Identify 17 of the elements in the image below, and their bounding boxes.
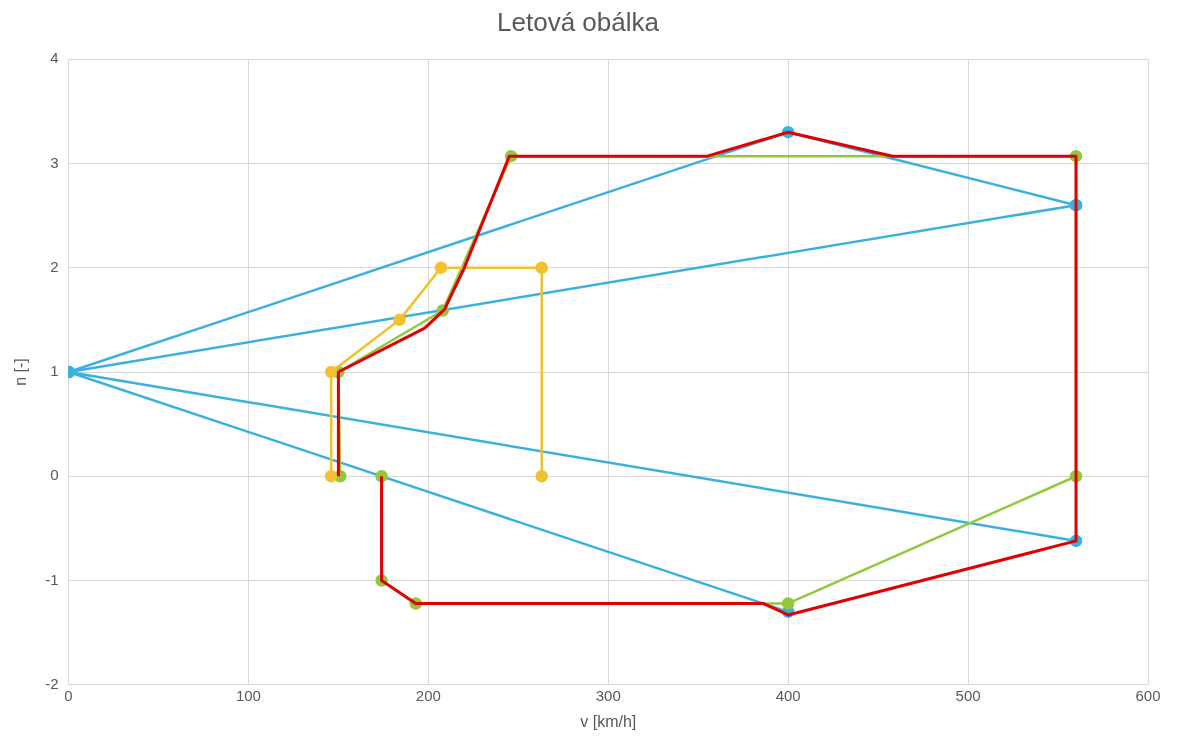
x-tick-label: 200 — [415, 686, 441, 704]
y-tick-label: 3 — [50, 153, 59, 171]
x-tick-label: 0 — [64, 686, 73, 704]
x-axis-title: v [km/h] — [580, 712, 637, 730]
x-tick-label: 100 — [235, 686, 261, 704]
y-tick-label: 2 — [50, 257, 59, 275]
y-tick-label: -2 — [45, 674, 59, 692]
x-tick-label: 500 — [955, 686, 981, 704]
y-tick-label: -1 — [45, 570, 59, 588]
y-tick-label: 4 — [50, 49, 59, 67]
x-tick-label: 400 — [775, 686, 801, 704]
y-tick-label: 1 — [50, 362, 59, 380]
x-tick-label: 600 — [1135, 686, 1161, 704]
chart-title: Letová obálka — [497, 6, 660, 37]
y-axis-title: n [-] — [12, 358, 30, 386]
y-tick-label: 0 — [50, 466, 59, 484]
x-tick-label: 300 — [595, 686, 621, 704]
